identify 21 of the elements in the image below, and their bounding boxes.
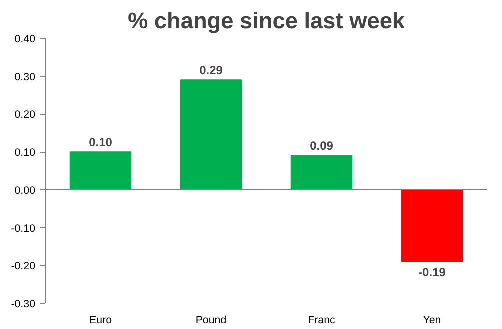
data-label: -0.19 xyxy=(418,266,446,280)
data-label: 0.10 xyxy=(89,135,113,150)
x-tick-label: Euro xyxy=(89,314,112,326)
y-tick-label: -0.20 xyxy=(11,260,36,273)
bar xyxy=(401,189,464,262)
bar xyxy=(290,155,353,190)
y-tick-label: 0.00 xyxy=(14,184,36,197)
y-tick-label: 0.20 xyxy=(14,109,36,122)
y-tick-label: 0.40 xyxy=(14,34,36,46)
y-tick-label: -0.10 xyxy=(11,222,36,235)
bar xyxy=(180,80,242,190)
x-tick-label: Franc xyxy=(308,314,336,326)
data-label: 0.29 xyxy=(200,63,224,78)
bar xyxy=(70,152,132,190)
y-tick-label: 0.10 xyxy=(14,147,36,160)
x-tick-label: Yen xyxy=(423,314,442,326)
x-tick-label: Pound xyxy=(196,314,227,326)
data-label: 0.09 xyxy=(310,139,334,154)
y-tick-label: -0.30 xyxy=(11,298,36,310)
chart-title: % change since last week xyxy=(128,8,406,34)
y-tick-label: 0.30 xyxy=(14,71,36,84)
